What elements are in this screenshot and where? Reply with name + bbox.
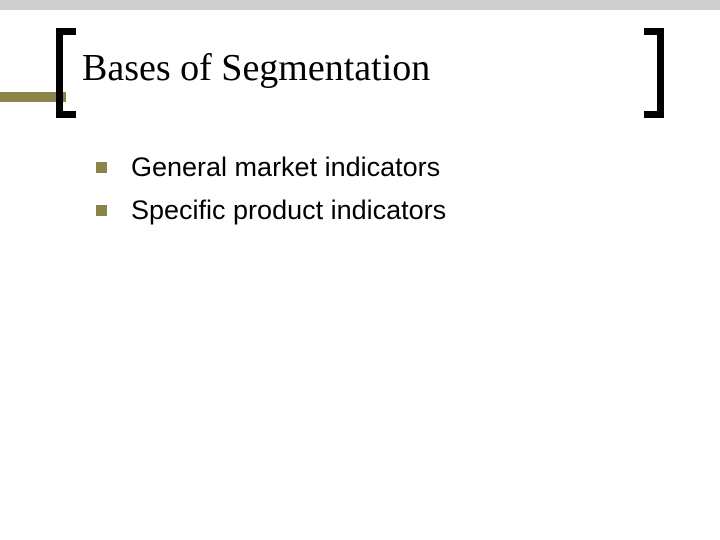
bullet-text: General market indicators xyxy=(131,152,440,183)
decorative-stripe-gray xyxy=(0,0,720,10)
bracket-right-icon xyxy=(644,28,664,118)
bullet-list: General market indicators Specific produ… xyxy=(96,152,446,238)
bullet-icon xyxy=(96,162,107,173)
bracket-left-icon xyxy=(56,28,76,118)
slide-title: Bases of Segmentation xyxy=(82,46,430,90)
bullet-text: Specific product indicators xyxy=(131,195,446,226)
bullet-icon xyxy=(96,205,107,216)
list-item: Specific product indicators xyxy=(96,195,446,226)
list-item: General market indicators xyxy=(96,152,446,183)
